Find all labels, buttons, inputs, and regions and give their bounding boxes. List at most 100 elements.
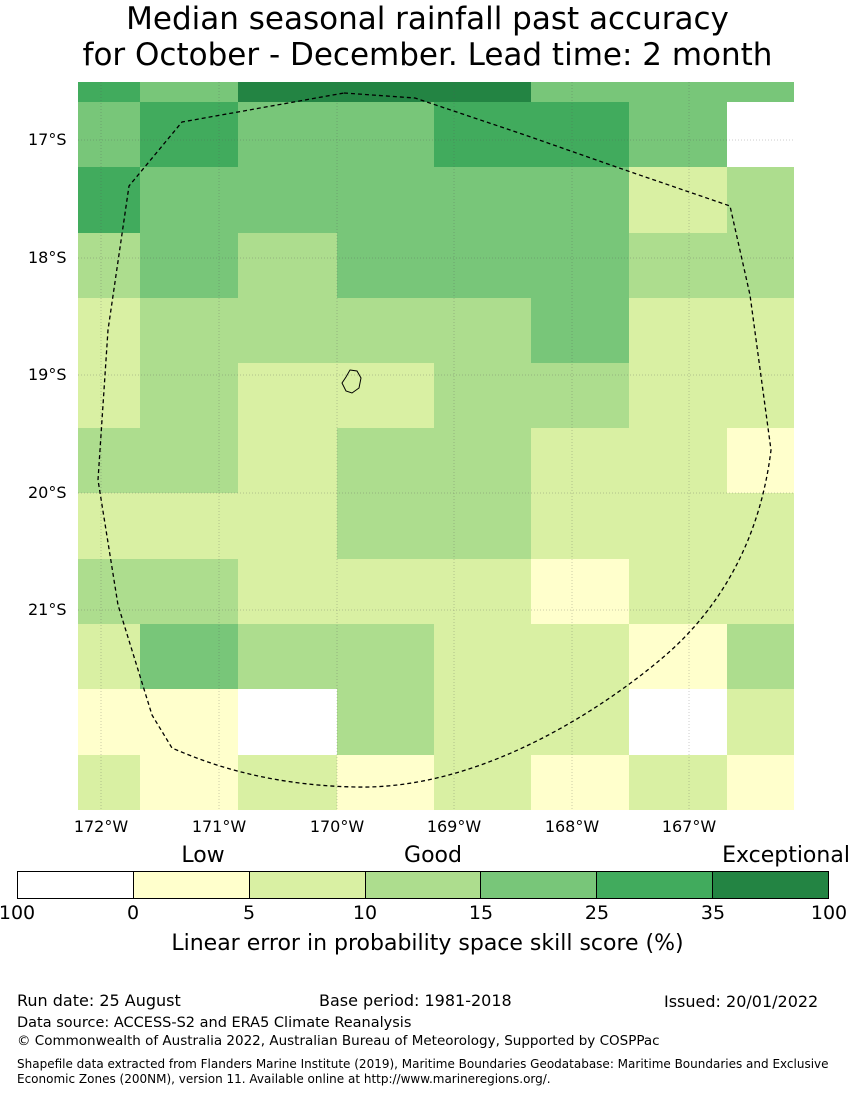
grid-cell (531, 233, 629, 298)
grid-cell (78, 428, 140, 493)
grid-cell (337, 559, 434, 624)
grid-cell (727, 559, 794, 624)
skill-map (78, 82, 794, 810)
grid-cell (629, 755, 727, 810)
grid-cell (434, 102, 531, 167)
lon-label-172w: 172°W (73, 817, 129, 836)
colorbar-tick: 35 (700, 902, 726, 924)
grid-cell (629, 82, 794, 102)
colorbar-tick: 25 (584, 902, 610, 924)
grid-cell (629, 559, 727, 624)
legend-category-low: Low (181, 843, 225, 868)
grid-cell (238, 298, 337, 363)
grid-cell (78, 167, 140, 233)
grid-cell (531, 102, 629, 167)
grid-cell (434, 755, 531, 810)
grid-cell (727, 428, 794, 493)
grid-cell (78, 102, 140, 167)
grid-cell (78, 689, 140, 755)
grid-cell (434, 167, 531, 233)
issued-date: Issued: 20/01/2022 (664, 992, 819, 1011)
grid-cell (238, 102, 337, 167)
colorbar-tick: 100 (810, 902, 848, 924)
grid-cell (238, 167, 337, 233)
grid-cell (531, 755, 629, 810)
grid-cell (140, 82, 238, 102)
chart-title-line1: Median seasonal rainfall past accuracy (126, 1, 729, 37)
colorbar (17, 871, 829, 899)
grid-cell (337, 363, 434, 428)
grid-cell (629, 363, 727, 428)
grid-cell (531, 167, 629, 233)
lon-label-169w: 169°W (426, 817, 482, 836)
grid-cell (531, 428, 629, 493)
grid-cell (337, 689, 434, 755)
grid-cell (140, 167, 238, 233)
grid-cell (434, 363, 531, 428)
grid-cell (238, 755, 337, 810)
lon-label-168w: 168°W (544, 817, 600, 836)
island-outline (341, 369, 362, 394)
grid-cell (78, 82, 140, 102)
grid-cell (727, 167, 794, 233)
grid-cell (629, 428, 727, 493)
colorbar-tick: 5 (242, 902, 256, 924)
grid-cell (238, 624, 337, 689)
colorbar-segment (133, 872, 250, 898)
graticule (78, 82, 794, 810)
grid-cell (727, 624, 794, 689)
chart-title-line2: for October - December. Lead time: 2 mon… (82, 37, 773, 73)
grid-cell (337, 102, 434, 167)
colorbar-tick: 15 (468, 902, 494, 924)
colorbar-tick: 0 (126, 902, 140, 924)
grid-cell (238, 428, 337, 493)
legend-category-good: Good (404, 843, 462, 868)
grid-cell (629, 233, 727, 298)
grid-cell (78, 363, 140, 428)
lat-label-20s: 20°S (28, 483, 67, 502)
grid-cell (140, 624, 238, 689)
grid-cell (140, 428, 238, 493)
colorbar-segment (365, 872, 482, 898)
grid-cell (531, 624, 629, 689)
lon-label-170w: 170°W (309, 817, 365, 836)
grid-cell (238, 493, 337, 559)
skill-grid (78, 82, 794, 810)
lat-label-19s: 19°S (28, 365, 67, 384)
grid-cell (140, 493, 238, 559)
grid-cell (727, 233, 794, 298)
grid-cell (140, 559, 238, 624)
grid-cell (337, 624, 434, 689)
grid-cell (238, 689, 337, 755)
colorbar-label: Linear error in probability space skill … (171, 931, 684, 956)
grid-cell (629, 102, 727, 167)
grid-cell (629, 689, 727, 755)
grid-cell (78, 233, 140, 298)
grid-cell (337, 233, 434, 298)
lat-label-21s: 21°S (28, 600, 67, 619)
shapefile-credit: Shapefile data extracted from Flanders M… (17, 1057, 829, 1086)
grid-cell (140, 689, 238, 755)
colorbar-segment (481, 872, 598, 898)
lon-label-171w: 171°W (191, 817, 247, 836)
colorbar-tick: 100 (0, 902, 36, 924)
grid-cell (78, 624, 140, 689)
grid-cell (78, 755, 140, 810)
grid-cell (337, 167, 434, 233)
colorbar-segment (713, 872, 829, 898)
grid-cell (140, 102, 238, 167)
grid-cell (434, 233, 531, 298)
lat-label-18s: 18°S (28, 248, 67, 267)
colorbar-segment (597, 872, 714, 898)
grid-cell (531, 493, 629, 559)
grid-cell (434, 559, 531, 624)
grid-cell (434, 493, 531, 559)
grid-cell (434, 298, 531, 363)
grid-cell (531, 689, 629, 755)
grid-cell (727, 493, 794, 559)
grid-cell (140, 233, 238, 298)
colorbar-tick: 10 (352, 902, 378, 924)
grid-cell (140, 755, 238, 810)
grid-cell (434, 428, 531, 493)
copyright: © Commonwealth of Australia 2022, Austra… (17, 1033, 660, 1049)
